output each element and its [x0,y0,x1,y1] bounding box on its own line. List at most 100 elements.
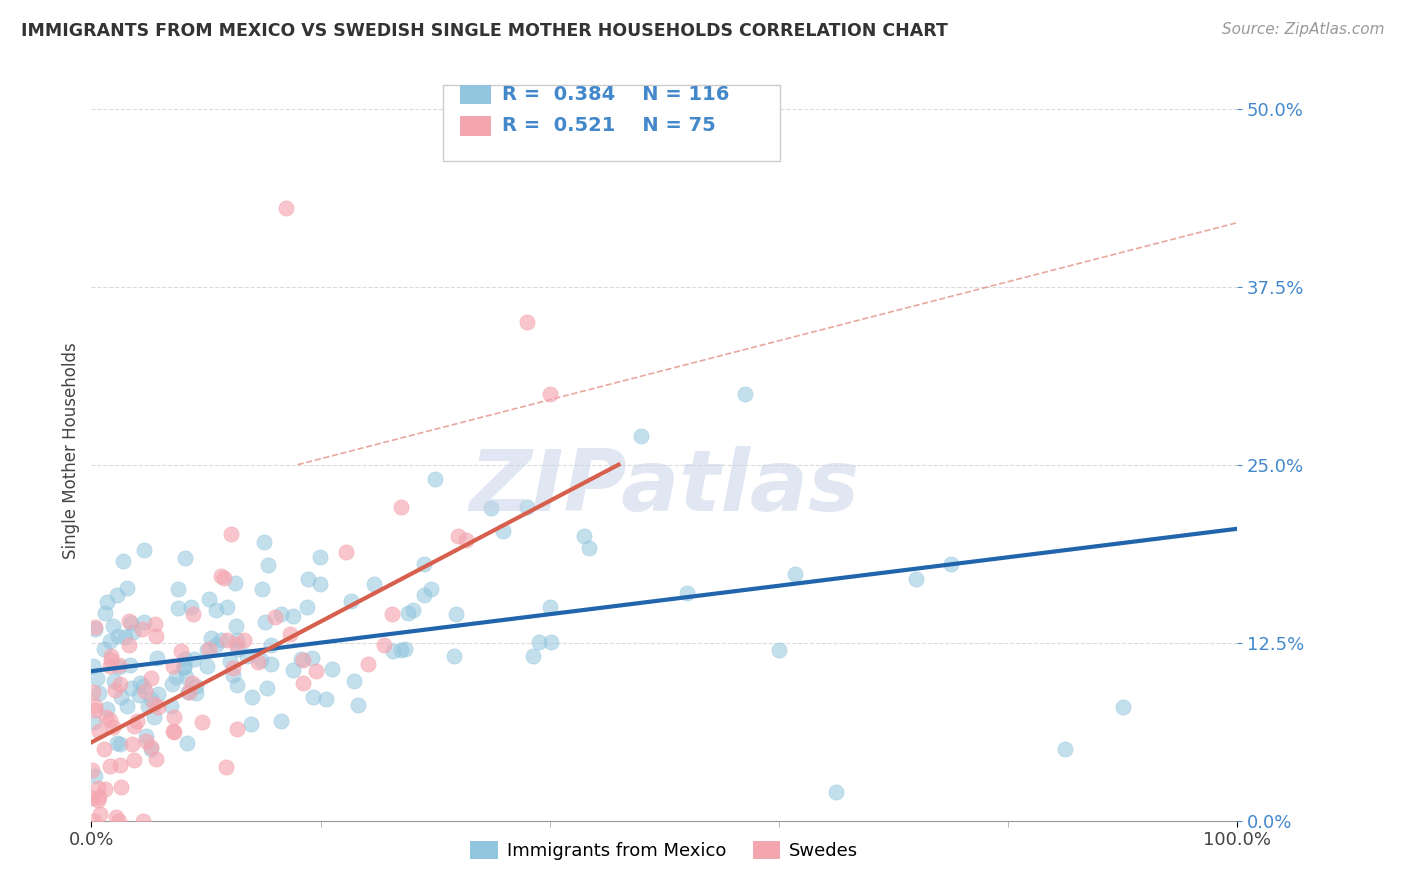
Immigrants from Mexico [939,558,962,572]
Immigrants from Mexico [768,642,790,657]
Swedes [104,809,127,823]
Immigrants from Mexico [540,635,562,649]
Immigrants from Mexico [176,736,198,750]
Immigrants from Mexico [120,681,142,695]
Swedes [145,629,167,643]
Swedes [217,633,239,648]
Swedes [108,758,131,772]
Immigrants from Mexico [250,582,273,596]
Immigrants from Mexico [301,650,323,665]
Immigrants from Mexico [101,618,124,632]
Immigrants from Mexico [173,660,195,674]
Immigrants from Mexico [226,633,249,648]
Immigrants from Mexico [260,657,283,671]
Swedes [292,653,315,667]
Swedes [373,638,395,652]
Immigrants from Mexico [115,582,138,596]
Swedes [198,642,221,657]
Immigrants from Mexico [734,386,756,401]
Immigrants from Mexico [108,738,131,752]
Immigrants from Mexico [825,785,848,799]
Immigrants from Mexico [132,679,155,693]
Swedes [131,623,153,637]
Swedes [145,752,167,766]
Immigrants from Mexico [540,599,562,614]
Swedes [80,763,103,777]
Immigrants from Mexico [281,663,304,677]
Swedes [93,742,115,756]
Immigrants from Mexico [225,619,247,633]
Immigrants from Mexico [180,600,202,615]
Immigrants from Mexico [145,650,167,665]
Immigrants from Mexico [200,631,222,645]
Immigrants from Mexico [173,660,195,674]
Text: R =  0.521    N = 75: R = 0.521 N = 75 [502,116,716,136]
Immigrants from Mexico [295,599,318,614]
Immigrants from Mexico [572,529,595,543]
Swedes [143,698,166,712]
Swedes [139,740,162,755]
Immigrants from Mexico [253,534,276,549]
Swedes [447,529,470,543]
Immigrants from Mexico [205,638,228,652]
Immigrants from Mexico [110,690,132,705]
Swedes [94,709,117,723]
Immigrants from Mexico [136,699,159,714]
Swedes [134,684,156,698]
Immigrants from Mexico [167,582,190,597]
Swedes [170,644,193,658]
Text: Source: ZipAtlas.com: Source: ZipAtlas.com [1222,22,1385,37]
Immigrants from Mexico [340,594,363,608]
Immigrants from Mexico [174,550,197,565]
Swedes [181,607,204,622]
Immigrants from Mexico [302,690,325,705]
Swedes [104,682,127,697]
Swedes [100,659,122,673]
Swedes [215,760,238,774]
Swedes [357,657,380,671]
Immigrants from Mexico [183,652,205,666]
Immigrants from Mexico [167,601,190,615]
Swedes [135,733,157,747]
Immigrants from Mexico [1054,742,1077,756]
Swedes [278,626,301,640]
Immigrants from Mexico [630,429,652,443]
Immigrants from Mexico [402,603,425,617]
Swedes [89,790,111,805]
Swedes [179,685,201,699]
Swedes [83,620,105,634]
Immigrants from Mexico [222,667,245,681]
Immigrants from Mexico [184,686,207,700]
Immigrants from Mexico [105,588,128,602]
Swedes [122,719,145,733]
Swedes [84,698,107,713]
Swedes [163,725,186,739]
Immigrants from Mexico [160,677,183,691]
Immigrants from Mexico [107,629,129,643]
Swedes [190,715,212,730]
Immigrants from Mexico [83,622,105,636]
Immigrants from Mexico [84,769,107,783]
Swedes [162,724,184,739]
Immigrants from Mexico [492,524,515,538]
Swedes [264,610,287,624]
Swedes [87,793,110,807]
Immigrants from Mexico [141,692,163,706]
Immigrants from Mexico [186,679,208,693]
Immigrants from Mexico [177,685,200,699]
Swedes [118,639,141,653]
Immigrants from Mexico [120,616,142,631]
Immigrants from Mexico [226,678,249,692]
Swedes [381,607,404,621]
Immigrants from Mexico [394,641,416,656]
Immigrants from Mexico [165,669,187,683]
Immigrants from Mexico [347,698,370,712]
Swedes [276,202,298,216]
Immigrants from Mexico [129,675,152,690]
Swedes [132,814,155,828]
Immigrants from Mexico [226,642,249,657]
Swedes [212,571,235,585]
Immigrants from Mexico [343,673,366,688]
Swedes [162,659,184,673]
Swedes [181,676,204,690]
